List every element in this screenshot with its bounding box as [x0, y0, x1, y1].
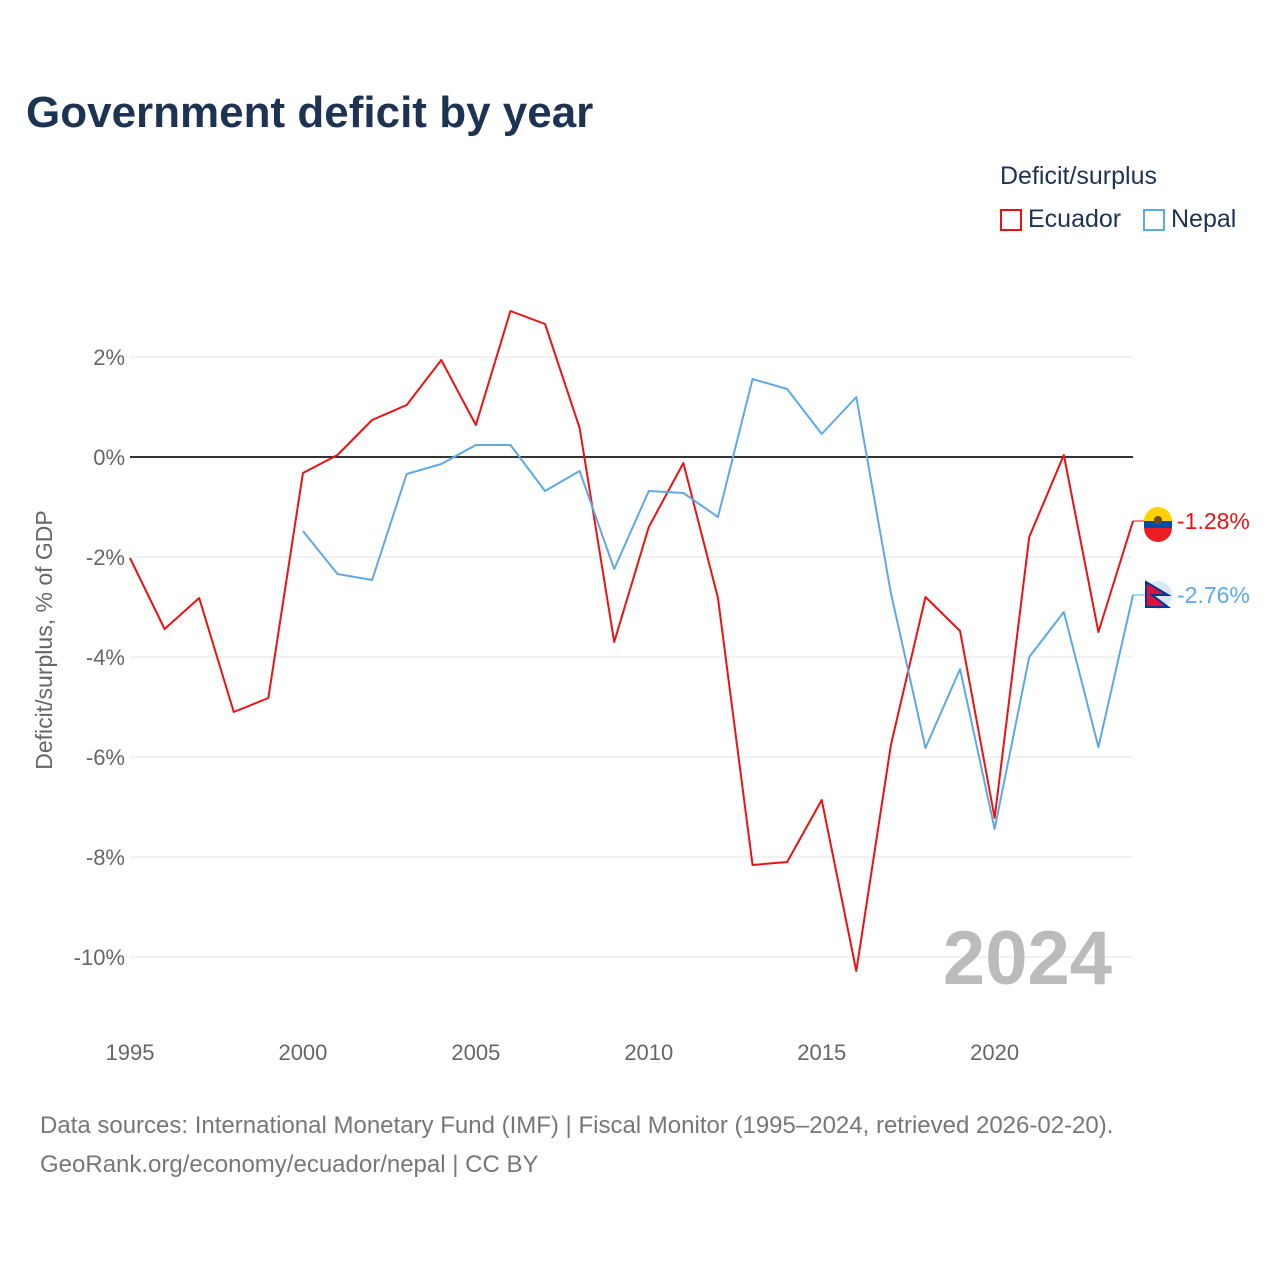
y-tick-label: 0%	[93, 445, 125, 470]
year-watermark: 2024	[943, 916, 1112, 1001]
x-tick-label: 1995	[106, 1040, 155, 1065]
end-label-nepal: -2.76%	[1177, 582, 1250, 608]
y-tick-label: -10%	[74, 945, 125, 970]
source-line-2[interactable]: GeoRank.org/economy/ecuador/nepal | CC B…	[40, 1151, 539, 1178]
source-line-1: Data sources: International Monetary Fun…	[40, 1112, 1114, 1139]
series-line-ecuador[interactable]	[129, 310, 1134, 972]
y-tick-label: -6%	[86, 745, 125, 770]
x-tick-label: 2005	[451, 1040, 500, 1065]
y-tick-label: -4%	[86, 645, 125, 670]
legend-label-nepal: Nepal	[1171, 205, 1237, 233]
ecuador-flag-icon	[1144, 507, 1172, 542]
x-tick-label: 2010	[624, 1040, 673, 1065]
legend-label-ecuador: Ecuador	[1028, 205, 1122, 233]
y-tick-label: -2%	[86, 545, 125, 570]
x-tick-label: 2000	[278, 1040, 327, 1065]
legend-swatch-ecuador	[1000, 208, 1022, 231]
x-tick-label: 2020	[970, 1040, 1019, 1065]
series-line-nepal[interactable]	[302, 378, 1134, 830]
x-tick-label: 2015	[797, 1040, 846, 1065]
chart-title: Government deficit by year	[26, 88, 594, 137]
legend-item-ecuador[interactable]: Ecuador	[1000, 205, 1121, 234]
y-tick-label: -8%	[86, 845, 125, 870]
legend-title: Deficit/surplus	[1000, 162, 1157, 190]
y-tick-label: 2%	[93, 345, 125, 370]
legend-item-nepal[interactable]: Nepal	[1143, 205, 1236, 234]
end-label-ecuador: -1.28%	[1177, 508, 1250, 534]
source-note: Data sources: International Monetary Fun…	[40, 1106, 1113, 1184]
y-axis-label: Deficit/surplus, % of GDP	[31, 510, 57, 769]
legend-swatch-nepal	[1143, 208, 1165, 231]
nepal-flag-icon	[1144, 580, 1172, 609]
